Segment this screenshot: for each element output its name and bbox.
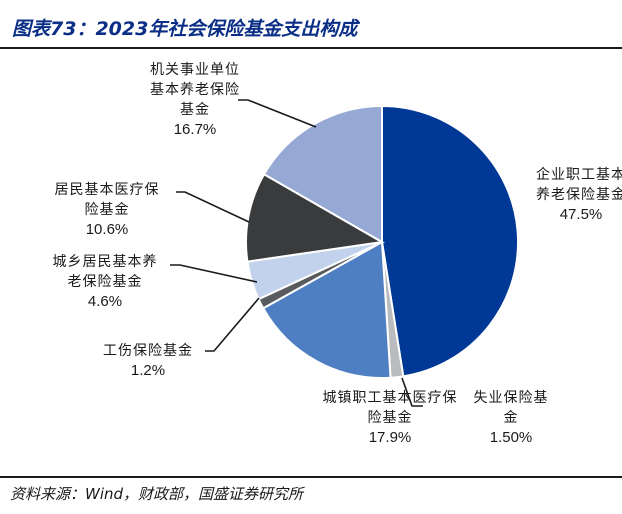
slice-name-line: 工伤保险基金 (103, 343, 193, 359)
slice-name-line: 城乡居民基本养 (52, 254, 158, 270)
slice-name-line: 企业职工基本 (536, 167, 622, 183)
slice-label: 城镇职工基本医疗保 险基金 17.9% (310, 388, 470, 448)
slice-value-label: 4.6% (87, 293, 123, 310)
slice-name-line: 老保险基金 (67, 274, 143, 290)
slice-name-line: 失业保险基 (473, 390, 549, 406)
slice-label: 机关事业单位 基本养老保险 基金 16.7% (120, 60, 270, 140)
slice-name-line: 基本养老保险 (150, 82, 240, 98)
pie-slice (381, 104, 520, 378)
leader-line (170, 264, 258, 283)
slice-name-line: 金 (503, 410, 519, 426)
title-divider (0, 47, 622, 49)
pie-slice (245, 172, 386, 263)
slice-label: 企业职工基本 养老保险基金 47.5% (526, 165, 622, 225)
slice-value-label: 1.2% (130, 362, 166, 379)
slice-value-label: 16.7% (173, 121, 217, 138)
slice-name-line: 养老保险基金 (536, 187, 622, 203)
slice-value-label: 1.50% (489, 429, 533, 446)
slice-name-line: 城镇职工基本医疗保 (322, 390, 458, 406)
slice-name-line: 机关事业单位 (150, 62, 240, 78)
slice-value-label: 10.6% (85, 221, 129, 238)
slice-name-line: 基金 (180, 102, 210, 118)
pie-slice (261, 240, 392, 379)
slice-value-label: 47.5% (559, 206, 603, 223)
source-divider (0, 476, 622, 478)
slice-label: 工伤保险基金 1.2% (88, 341, 208, 381)
slice-label: 居民基本医疗保 险基金 10.6% (40, 180, 174, 240)
slice-label: 失业保险基金 1.50% (463, 388, 559, 448)
chart-title: 图表73：2023年社会保险基金支出构成 (12, 18, 358, 40)
pie-slice (262, 104, 383, 244)
source-note: 资料来源：Wind，财政部，国盛证券研究所 (10, 485, 304, 503)
slice-name-line: 险基金 (84, 202, 130, 218)
leader-line (205, 297, 260, 352)
leader-line (401, 377, 423, 407)
slice-label: 城乡居民基本养 老保险基金 4.6% (45, 252, 165, 312)
leader-line (238, 99, 317, 128)
slice-value-label: 17.9% (368, 429, 412, 446)
slice-name-line: 险基金 (367, 410, 413, 426)
slice-name-line: 居民基本医疗保 (54, 182, 160, 198)
leader-line (176, 191, 250, 223)
